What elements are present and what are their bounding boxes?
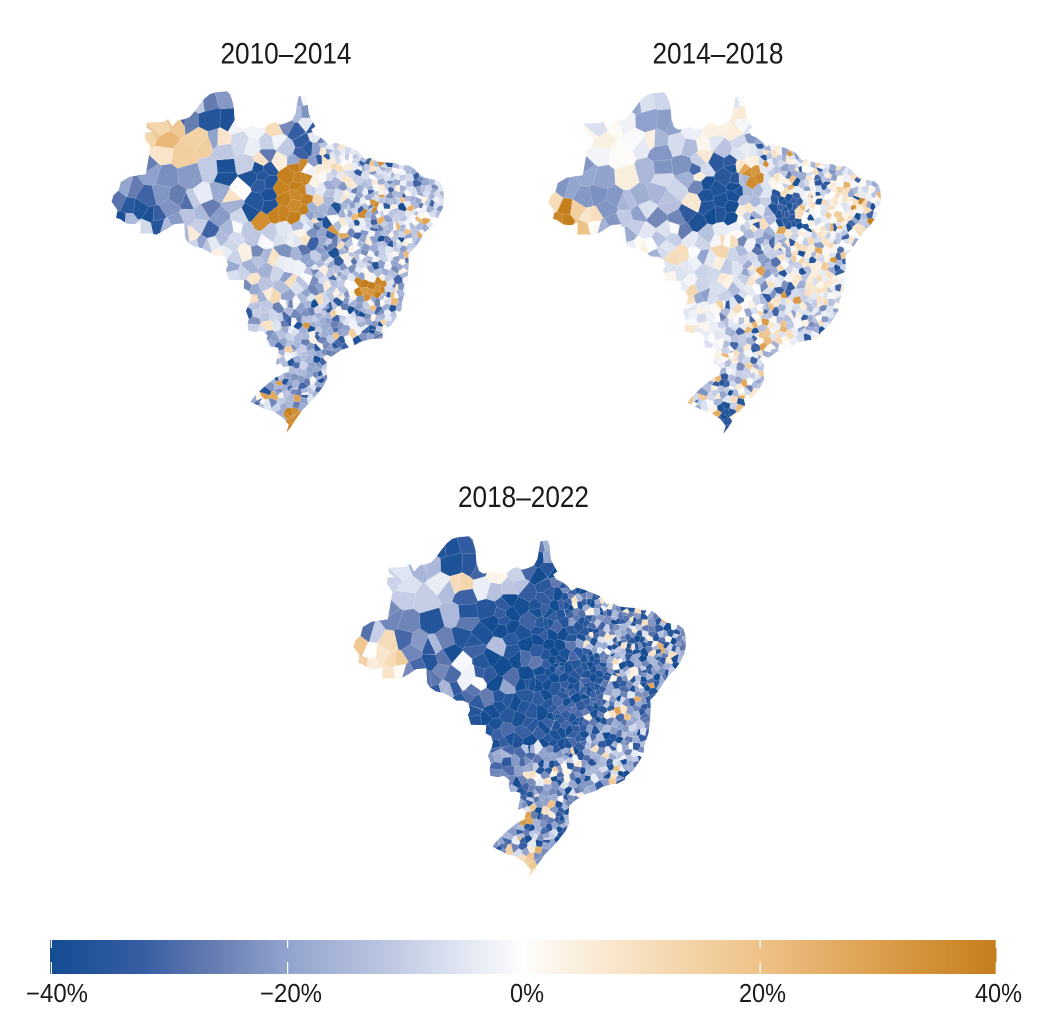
svg-text:0%: 0% bbox=[510, 980, 544, 1008]
svg-text:40%: 40% bbox=[975, 980, 1022, 1008]
svg-text:2014–2018: 2014–2018 bbox=[653, 38, 784, 71]
svg-text:−20%: −20% bbox=[260, 980, 322, 1008]
svg-text:20%: 20% bbox=[739, 980, 786, 1008]
svg-text:2010–2014: 2010–2014 bbox=[221, 38, 352, 71]
svg-text:2018–2022: 2018–2022 bbox=[458, 481, 589, 514]
svg-text:−40%: −40% bbox=[26, 980, 88, 1008]
